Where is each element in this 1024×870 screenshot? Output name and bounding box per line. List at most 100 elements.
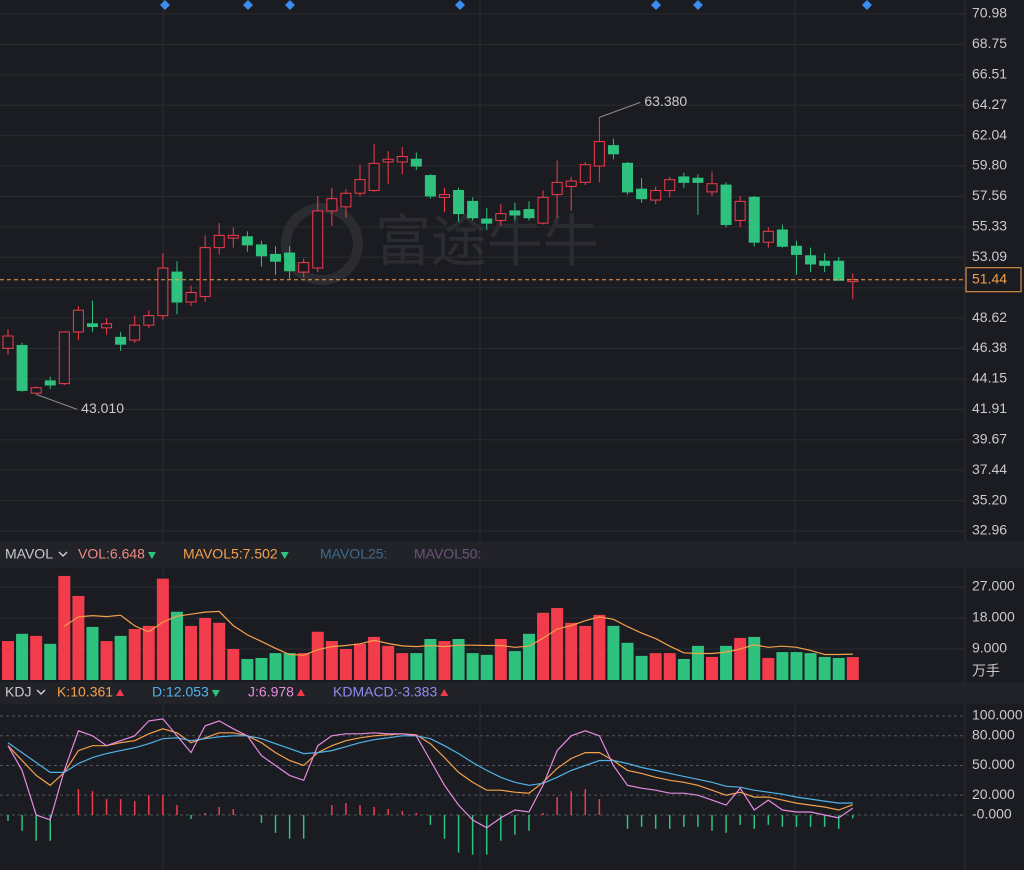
volume-bar xyxy=(691,645,704,680)
candle-body xyxy=(298,262,310,273)
candle-body xyxy=(481,218,493,224)
candle-body xyxy=(382,158,394,163)
volume-bar xyxy=(424,638,437,680)
candle-body xyxy=(579,164,591,183)
candle-body xyxy=(593,141,605,167)
candle-body xyxy=(44,380,56,386)
candle-body xyxy=(438,194,450,198)
volume-bar xyxy=(16,633,29,680)
candle-body xyxy=(16,345,28,391)
volume-bar xyxy=(706,656,718,680)
vol-title[interactable]: MAVOL xyxy=(5,546,53,562)
candle-body xyxy=(664,179,676,192)
volume-bar xyxy=(170,611,183,680)
last-price-box xyxy=(965,267,1022,293)
candle-body xyxy=(129,324,141,341)
candle-body xyxy=(805,255,817,265)
volume-bar xyxy=(776,652,789,680)
y-tick-label: 66.51 xyxy=(972,65,1007,81)
y-tick-label: 48.62 xyxy=(972,309,1007,325)
event-marker[interactable] xyxy=(455,0,465,10)
volume-bar xyxy=(241,658,254,680)
annotation-label: 43.010 xyxy=(81,400,124,416)
volume-bar xyxy=(466,653,479,680)
y-tick-label: 62.04 xyxy=(972,126,1007,142)
volume-bar xyxy=(508,651,521,680)
candle-body xyxy=(424,175,436,197)
volume-bar xyxy=(255,657,268,680)
legend-entry: D:12.053 xyxy=(152,684,209,700)
candle-body xyxy=(326,198,338,212)
event-marker[interactable] xyxy=(651,0,661,10)
candle-body xyxy=(396,156,408,163)
volume-bar xyxy=(142,625,155,680)
candle-body xyxy=(199,247,211,298)
volume-bar xyxy=(621,642,634,680)
annotation-leader xyxy=(599,101,641,118)
volume-bar xyxy=(58,575,71,680)
candle-body xyxy=(30,387,42,394)
volume-bar xyxy=(832,657,845,680)
event-marker[interactable] xyxy=(243,0,253,10)
y-tick-label: 55.33 xyxy=(972,218,1007,234)
event-marker[interactable] xyxy=(862,0,872,10)
volume-bar xyxy=(185,625,198,680)
kdj-line xyxy=(7,728,854,811)
y-tick-label: 46.38 xyxy=(972,339,1007,355)
vol-unit: 万手 xyxy=(972,663,1000,679)
candle-body xyxy=(143,315,155,326)
candle-body xyxy=(819,260,831,266)
last-price-label: 51.44 xyxy=(972,270,1007,286)
candle-body xyxy=(410,158,422,167)
event-marker[interactable] xyxy=(285,0,295,10)
legend-entry: VOL:6.648 xyxy=(78,546,145,562)
y-tick-label: 50.000 xyxy=(972,756,1015,772)
volume-bar xyxy=(635,655,648,680)
kdj-title[interactable]: KDJ xyxy=(5,684,31,700)
y-tick-label: 53.09 xyxy=(972,248,1007,264)
volume-bar xyxy=(44,643,57,680)
candle-body xyxy=(157,267,169,317)
volume-bar xyxy=(846,657,859,680)
volume-bar xyxy=(804,653,817,680)
kdj-dropdown[interactable] xyxy=(36,689,46,696)
y-tick-label: 41.91 xyxy=(972,400,1007,416)
volume-bar xyxy=(438,641,451,680)
y-tick-label: 80.000 xyxy=(972,726,1015,742)
volume-bar xyxy=(551,607,564,680)
volume-bar xyxy=(537,612,550,680)
candle-body xyxy=(847,279,859,283)
volume-bar xyxy=(354,643,366,680)
volume-bar xyxy=(100,641,113,680)
candle-body xyxy=(833,260,845,281)
event-marker[interactable] xyxy=(160,0,170,10)
y-tick-label: 68.75 xyxy=(972,35,1007,51)
candle-body xyxy=(636,188,648,200)
event-marker[interactable] xyxy=(693,0,703,10)
candle-body xyxy=(565,180,577,187)
candle-body xyxy=(185,292,197,303)
candle-body xyxy=(622,162,634,193)
y-tick-label: 39.67 xyxy=(972,430,1007,446)
candle-body xyxy=(2,335,14,349)
volume-bar xyxy=(156,578,169,680)
candle-body xyxy=(115,336,127,345)
volume-bar xyxy=(748,636,761,680)
annotation-label: 63.380 xyxy=(644,93,687,109)
legend-entry: K:10.361 xyxy=(57,684,113,700)
y-tick-label: 37.44 xyxy=(972,461,1007,477)
vol-dropdown[interactable] xyxy=(58,551,68,558)
candle-body xyxy=(241,236,253,246)
volume-bar xyxy=(607,625,620,680)
volume-bar xyxy=(325,641,338,680)
vol-header-band xyxy=(0,541,1024,568)
volume-bar xyxy=(227,648,240,680)
candle-body xyxy=(227,234,239,239)
volume-bar xyxy=(283,653,296,680)
volume-bar xyxy=(734,637,747,680)
candle-body xyxy=(312,210,324,269)
candle-body xyxy=(270,253,282,262)
y-tick-label: 57.56 xyxy=(972,187,1007,203)
